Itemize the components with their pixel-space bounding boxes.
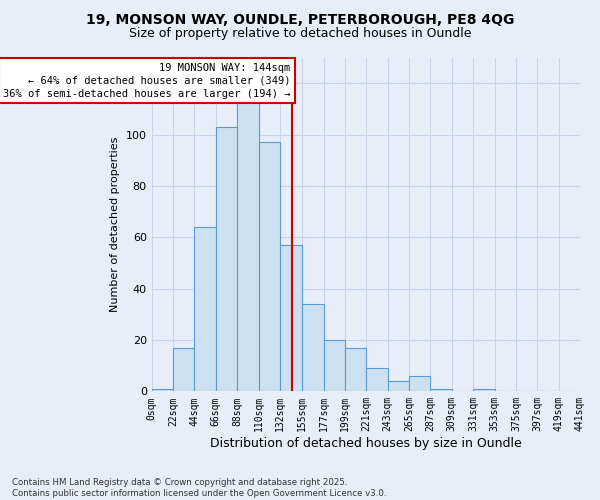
Bar: [237, 101, 259, 392]
Bar: [259, 142, 280, 392]
Y-axis label: Number of detached properties: Number of detached properties: [110, 136, 120, 312]
Bar: [323, 340, 345, 392]
Text: Size of property relative to detached houses in Oundle: Size of property relative to detached ho…: [129, 28, 471, 40]
Bar: [280, 245, 302, 392]
Bar: [216, 127, 237, 392]
Text: 19, MONSON WAY, OUNDLE, PETERBOROUGH, PE8 4QG: 19, MONSON WAY, OUNDLE, PETERBOROUGH, PE…: [86, 12, 514, 26]
Text: 19 MONSON WAY: 144sqm
← 64% of detached houses are smaller (349)
36% of semi-det: 19 MONSON WAY: 144sqm ← 64% of detached …: [3, 62, 290, 99]
Text: Contains HM Land Registry data © Crown copyright and database right 2025.
Contai: Contains HM Land Registry data © Crown c…: [12, 478, 386, 498]
Bar: [302, 304, 323, 392]
X-axis label: Distribution of detached houses by size in Oundle: Distribution of detached houses by size …: [210, 437, 522, 450]
Bar: [173, 348, 194, 392]
Bar: [388, 381, 409, 392]
Bar: [345, 348, 367, 392]
Bar: [152, 389, 173, 392]
Bar: [409, 376, 430, 392]
Bar: [194, 227, 216, 392]
Bar: [367, 368, 388, 392]
Bar: [473, 389, 494, 392]
Bar: [430, 389, 452, 392]
